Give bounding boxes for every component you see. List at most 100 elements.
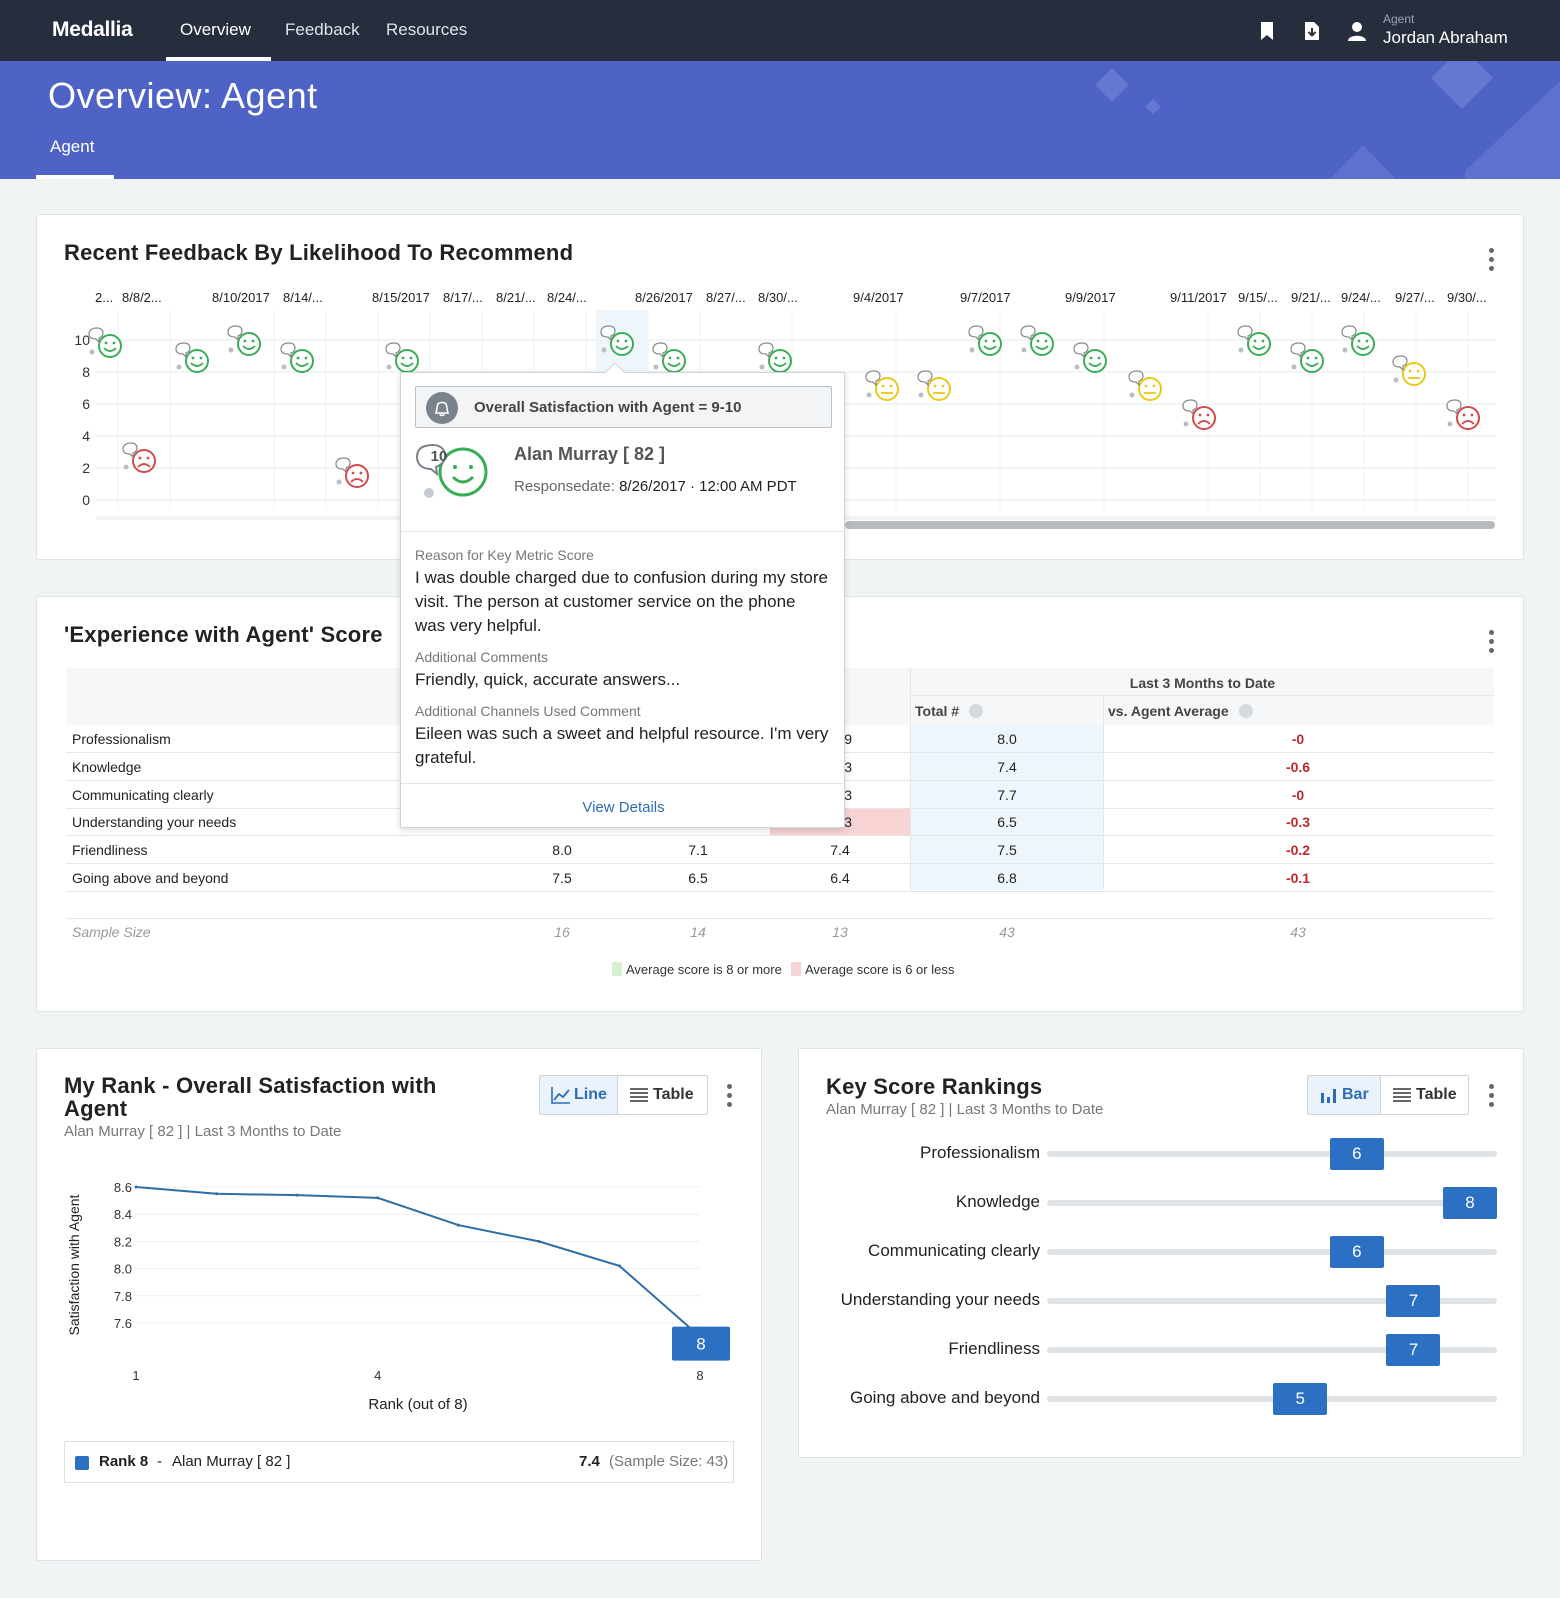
neutral-face-icon[interactable] [917,369,959,409]
ranking-track [1047,1200,1497,1206]
key-score-title: Key Score Rankings [826,1074,1043,1099]
table-view-button[interactable]: Table [1382,1076,1468,1114]
y-tick: 6 [82,396,90,412]
date-label: 8/27/... [706,290,746,305]
reason-text: I was double charged due to confusion du… [415,568,828,635]
row-label: Understanding your needs [72,814,237,831]
sample-size-label: Sample Size [72,924,151,940]
series-line [135,1186,701,1338]
table-view-label: Table [653,1086,694,1103]
ranking-badge[interactable]: 6 [1329,1236,1384,1268]
bookmark-icon[interactable] [1256,20,1278,42]
y-tick-label: 7.6 [114,1316,132,1331]
comments-text: Friendly, quick, accurate answers... [415,670,681,689]
date-label: 9/15/... [1238,290,1278,305]
ranking-track [1047,1396,1497,1402]
bar-view-button[interactable]: Bar [1308,1076,1381,1114]
y-tick: 2 [82,460,90,476]
sad-face-icon[interactable] [335,456,377,496]
data-point[interactable] [537,1239,541,1243]
logo[interactable]: Medallia [52,18,133,41]
user-role: Agent [1383,12,1415,26]
ranking-badge[interactable]: 7 [1386,1285,1441,1317]
more-options-icon[interactable] [1489,248,1495,272]
table-cell: 7.7 [997,786,1017,803]
key-score-subtitle: Alan Murray [ 82 ] | Last 3 Months to Da… [826,1101,1104,1118]
horizontal-scrollbar[interactable] [845,521,1495,529]
chart-view-toggle: Line Table [539,1075,708,1115]
page-header: Overview: Agent Agent [0,61,1560,179]
happy-face-icon[interactable] [1290,341,1332,381]
neutral-face-icon[interactable] [1128,369,1170,409]
sample-size-value: 14 [690,924,706,940]
happy-face-icon[interactable] [1341,324,1383,364]
legend-swatch [75,1456,89,1470]
rank-badge[interactable] [672,1326,730,1361]
sample-size-value: 43 [1290,924,1306,940]
nav-overview[interactable]: Overview [180,20,251,39]
happy-face-icon[interactable] [175,341,217,381]
ranking-badge[interactable]: 8 [1443,1187,1497,1219]
table-cell: -0 [1291,786,1305,803]
user-name[interactable]: Jordan Abraham [1383,28,1508,47]
row-divider [66,835,1494,837]
happy-face-icon[interactable] [1020,324,1062,364]
tooltip-agent-name: Alan Murray [ 82 ] [514,444,666,464]
happy-face-icon[interactable] [1073,341,1115,381]
sort-icon[interactable] [1238,704,1253,718]
data-point[interactable] [376,1196,380,1200]
column-header-vs-average[interactable]: vs. Agent Average [1108,703,1253,719]
row-divider [66,891,1494,892]
happy-face-icon[interactable] [227,324,269,364]
more-options-icon[interactable] [1489,630,1495,654]
y-tick-label: 8.6 [114,1180,132,1195]
sample-size-value: 13 [832,924,848,940]
row-label: Knowledge [72,758,142,775]
table-cell: 7.5 [552,870,572,886]
table-cell: 3 [844,786,852,803]
tab-agent[interactable]: Agent [50,137,95,156]
y-tick: 0 [82,492,90,508]
happy-face-icon[interactable] [280,341,322,381]
nav-feedback[interactable]: Feedback [285,20,360,39]
data-point[interactable] [295,1193,299,1197]
list-icon [630,1088,648,1102]
ranking-label: Knowledge [955,1192,1040,1211]
view-details-link[interactable]: View Details [582,799,665,816]
ranking-badge[interactable]: 7 [1386,1334,1441,1366]
divider [401,531,846,532]
sad-face-icon[interactable] [122,441,164,481]
date-label: 8/30/... [758,290,798,305]
download-icon[interactable] [1301,20,1323,42]
happy-face-icon[interactable] [88,326,130,366]
data-point[interactable] [617,1264,621,1268]
neutral-face-icon[interactable] [865,369,907,409]
table-view-button[interactable]: Table [619,1076,707,1114]
happy-face-icon[interactable] [385,341,427,381]
data-point[interactable] [134,1185,138,1189]
happy-face-icon[interactable] [1237,324,1279,364]
sad-face-icon[interactable] [1182,398,1224,438]
more-options-icon[interactable] [1489,1084,1495,1108]
data-point[interactable] [215,1192,219,1196]
tooltip-header-text: Overall Satisfaction with Agent = 9-10 [474,399,742,416]
sort-icon[interactable] [968,704,983,718]
column-header-total[interactable]: Total # [915,703,983,719]
nav-resources[interactable]: Resources [386,20,468,39]
user-icon[interactable] [1346,20,1368,42]
sad-face-icon[interactable] [1446,398,1488,438]
neutral-face-icon[interactable] [1392,354,1434,394]
top-nav: Medallia Overview Feedback Resources Age… [0,0,1560,61]
line-view-button[interactable]: Line [540,1076,618,1114]
happy-face-icon[interactable] [758,341,800,381]
ranking-badge[interactable]: 6 [1329,1138,1384,1170]
y-axis-label: Satisfaction with Agent [66,1194,82,1335]
happy-face-icon[interactable] [968,324,1010,364]
table-cell: 8.0 [552,842,572,859]
tooltip-score: 10 [430,448,448,465]
happy-face-icon[interactable] [600,324,642,364]
data-point[interactable] [456,1223,460,1227]
more-options-icon[interactable] [727,1084,733,1108]
legend-swatch-good [612,962,622,976]
ranking-badge[interactable]: 5 [1273,1383,1328,1415]
